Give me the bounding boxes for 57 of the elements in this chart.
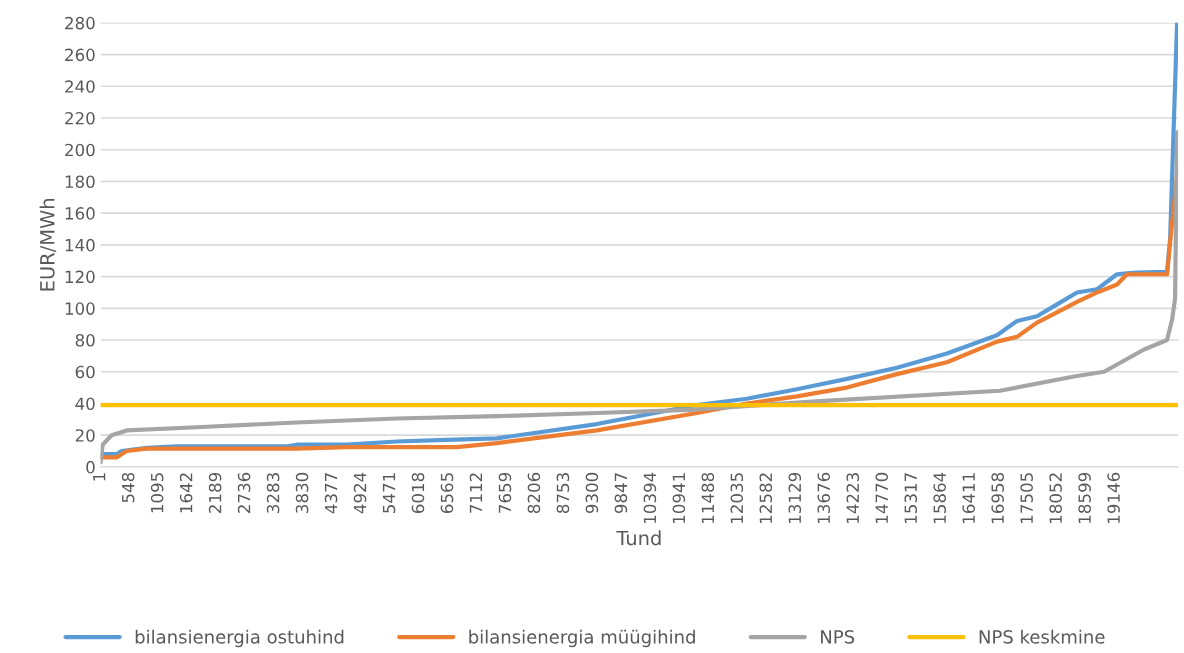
y-tick-label: 260 <box>65 48 95 62</box>
y-tick-label: 20 <box>75 429 95 442</box>
x-tick-label: 1642 <box>179 473 193 513</box>
x-tick-label: 16958 <box>991 472 1004 523</box>
x-tick-label: 15317 <box>904 473 918 523</box>
x-tick-label: 12035 <box>730 473 744 523</box>
x-tick-label: 13129 <box>788 472 802 523</box>
x-tick-label: 3830 <box>295 472 309 513</box>
x-tick-label: 7659 <box>498 472 512 513</box>
y-tick-label: 80 <box>75 333 95 347</box>
x-tick-label: 5471 <box>382 473 396 513</box>
y-tick-label: 200 <box>65 143 95 157</box>
x-tick-label: 9847 <box>614 473 628 514</box>
x-tick-label: 8753 <box>556 473 570 514</box>
y-tick-label: 40 <box>75 397 95 411</box>
x-tick-label: 1 <box>93 473 106 481</box>
x-tick-label: 9300 <box>585 472 599 514</box>
x-tick-label: 3283 <box>266 473 280 513</box>
y-tick-label: 180 <box>65 175 95 189</box>
x-tick-label: 14770 <box>875 472 889 523</box>
y-axis-title: EUR/MWh <box>39 199 57 291</box>
x-tick-label: 2189 <box>208 472 222 513</box>
x-tick-label: 13676 <box>817 472 831 523</box>
x-tick-label: 1095 <box>150 473 164 513</box>
y-tick-label: 100 <box>65 302 95 315</box>
legend-label: NPS <box>821 630 855 644</box>
x-tick-label: 10941 <box>672 473 686 523</box>
x-tick-label: 7112 <box>469 473 483 513</box>
x-tick-label: 12582 <box>759 473 773 523</box>
y-tick-label: 120 <box>65 270 95 284</box>
x-tick-label: 17505 <box>1020 473 1033 523</box>
y-tick-label: 60 <box>75 365 95 379</box>
x-tick-label: 11488 <box>701 472 715 523</box>
y-tick-label: 160 <box>65 207 95 220</box>
x-tick-label: 8206 <box>527 472 541 514</box>
x-tick-label: 2736 <box>237 472 251 513</box>
x-tick-label: 19146 <box>1107 472 1120 523</box>
legend-label: bilansienergia ostuhind <box>135 629 344 648</box>
x-tick-label: 18599 <box>1078 472 1091 523</box>
x-tick-label: 4377 <box>324 473 338 514</box>
y-tick-label: 220 <box>65 111 95 125</box>
x-tick-label: 14223 <box>846 473 860 523</box>
x-tick-label: 16411 <box>962 473 975 523</box>
legend-label: NPS keskmine <box>979 629 1105 644</box>
x-tick-label: 10394 <box>643 472 657 523</box>
x-axis-title: Tund <box>616 530 661 546</box>
x-tick-label: 6565 <box>440 473 454 514</box>
y-tick-label: 280 <box>65 16 95 30</box>
y-tick-label: 240 <box>65 80 95 93</box>
x-tick-label: 18052 <box>1049 473 1062 523</box>
x-tick-label: 4924 <box>353 472 367 514</box>
x-tick-label: 6018 <box>411 472 425 514</box>
x-tick-label: 15864 <box>933 472 947 523</box>
x-tick-label: 548 <box>121 472 135 503</box>
y-tick-label: 140 <box>65 238 95 252</box>
legend-label: bilansienergia müügihind <box>469 629 695 648</box>
y-tick-label: 0 <box>86 460 95 474</box>
